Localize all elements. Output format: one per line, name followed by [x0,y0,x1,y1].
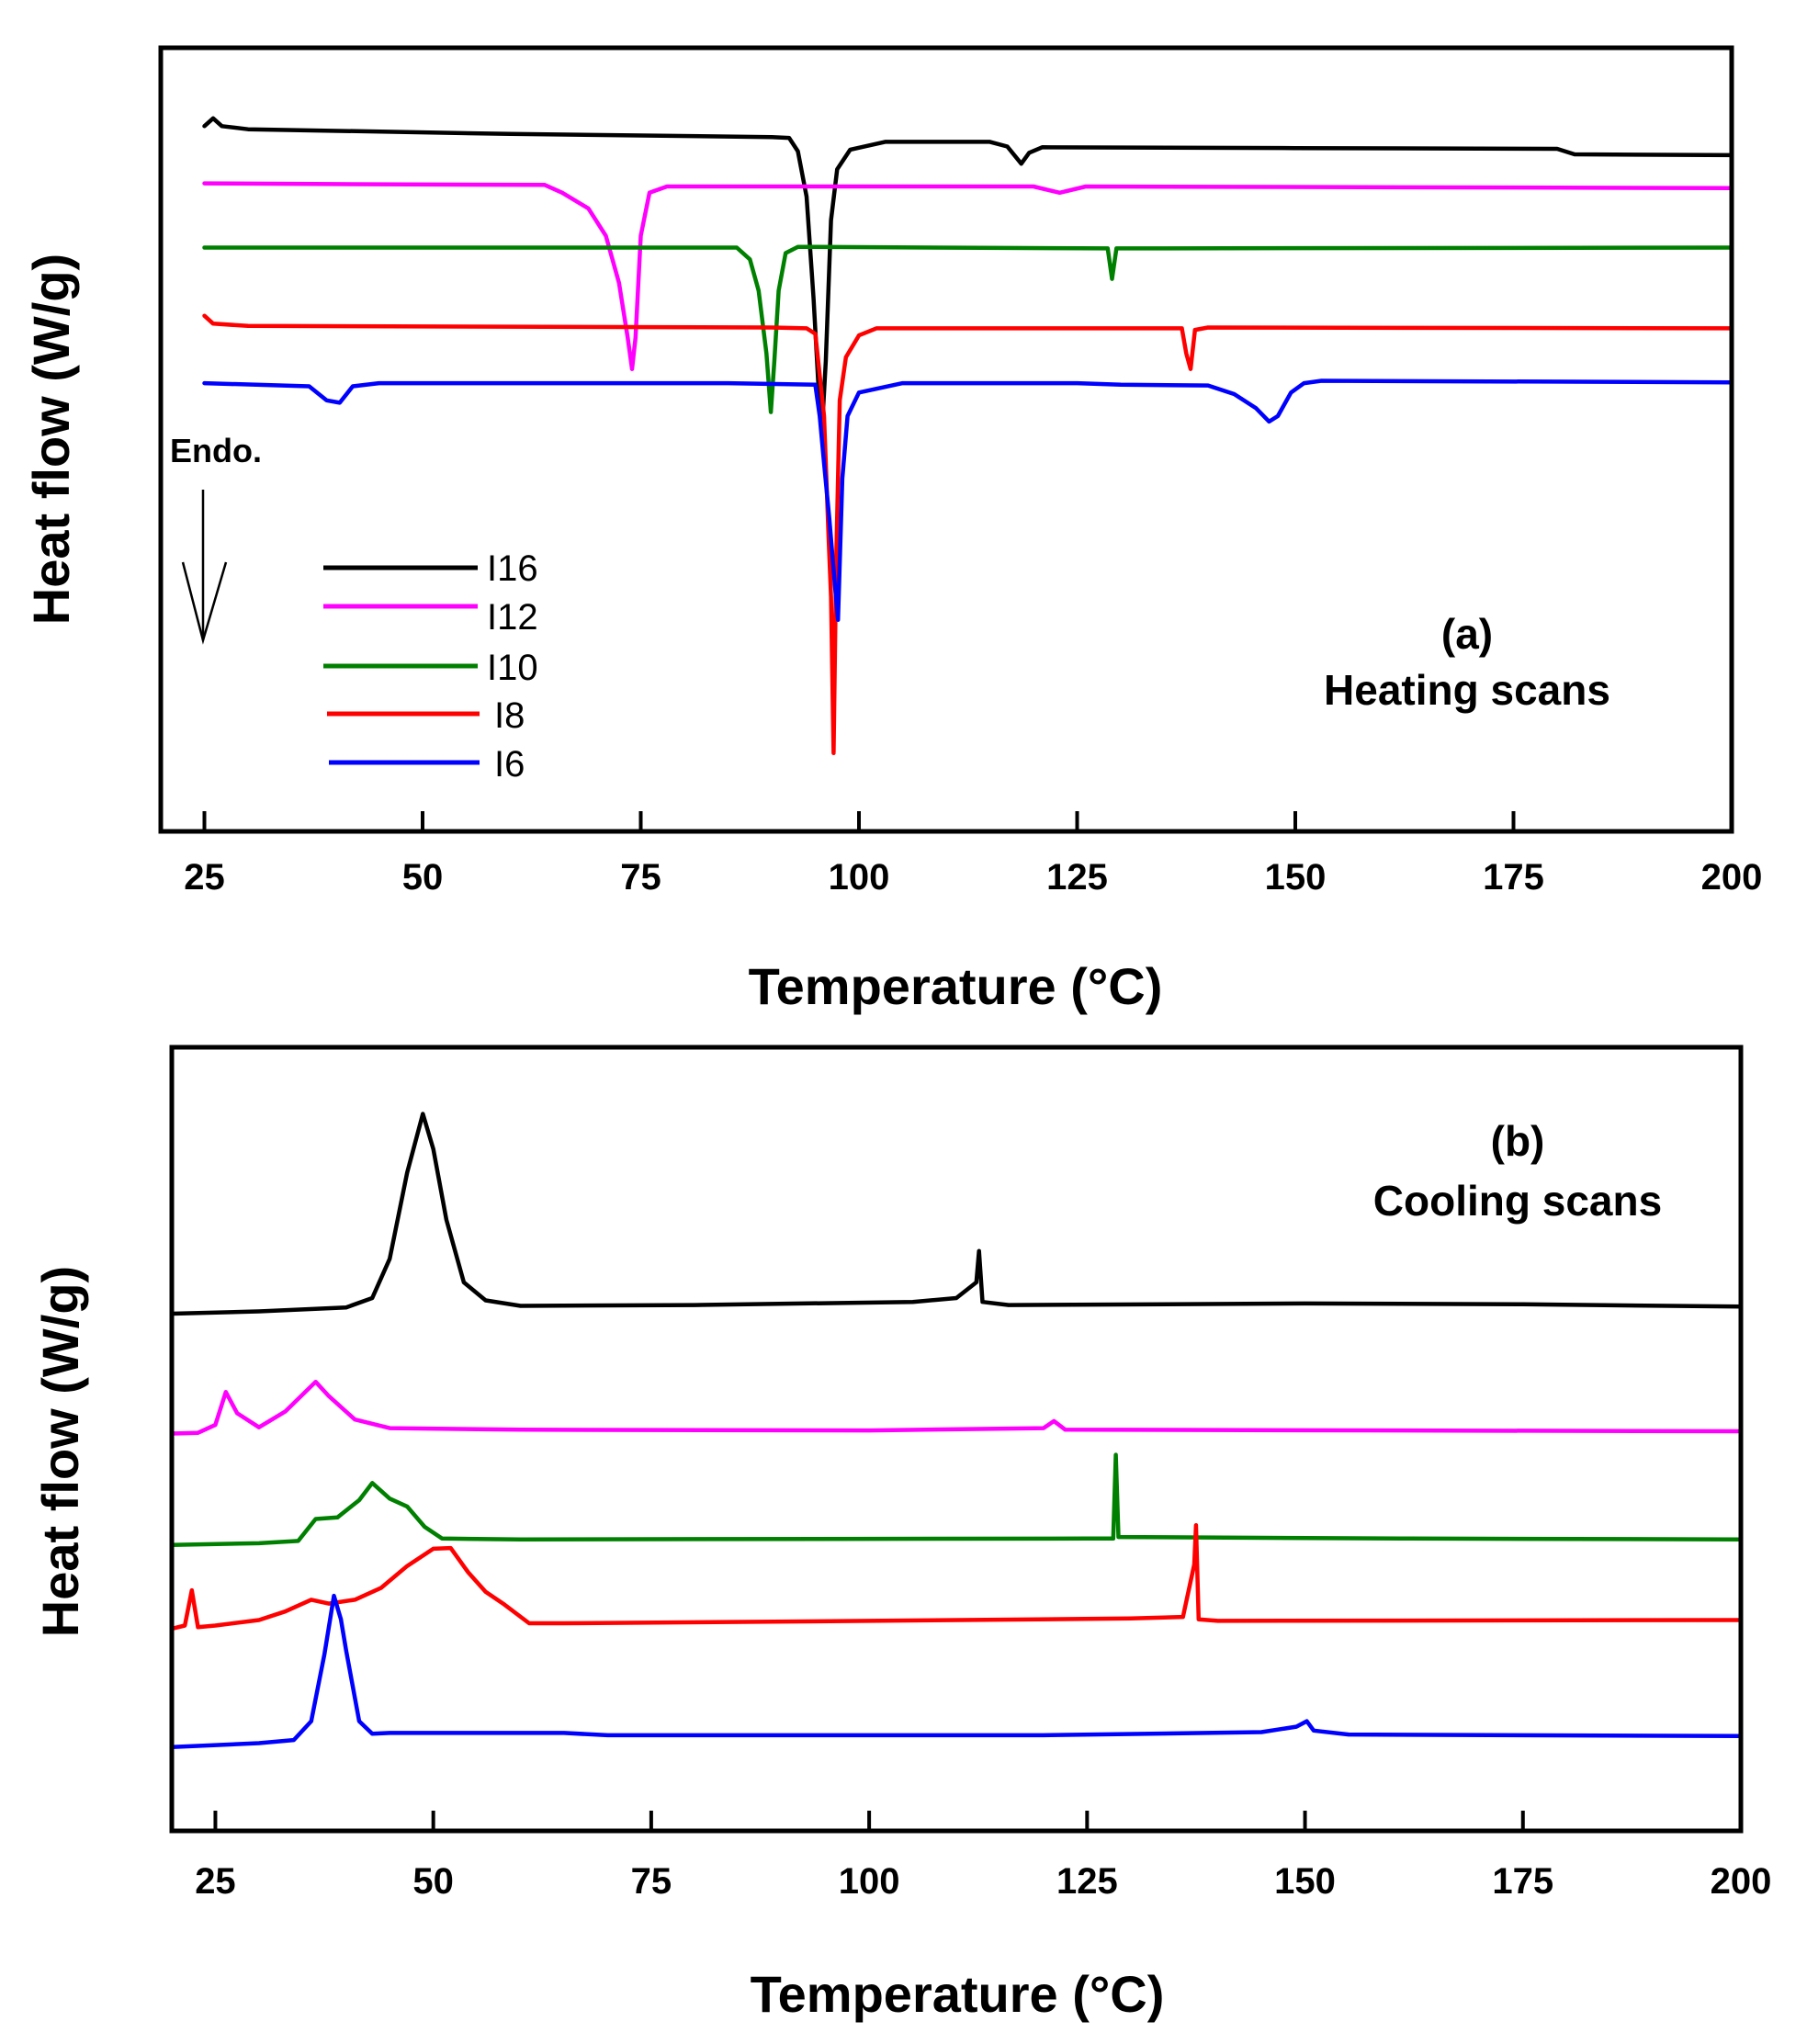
panel-b-x-ticks: 25 50 75 100 125 150 175 200 [195,1811,1771,1902]
panel-a-x-tick-label-50: 50 [402,857,444,898]
panel-a-series-i12 [202,181,1734,371]
panel-b-series-i6 [169,1593,1744,1749]
legend-label-i10: I10 [487,648,538,688]
panel-a-legend: I16 I12 I10 I8 I6 [323,548,538,785]
endo-label: Endo. [170,432,262,469]
panel-a-x-ticks: 25 50 75 100 125 150 175 200 [184,811,1762,898]
legend-entry-i6: I6 [329,744,525,785]
panel-b-x-tick-label-100: 100 [839,1861,900,1902]
endo-arrow-icon [181,490,228,645]
panel-a-x-tick-label-75: 75 [620,857,661,898]
panel-a-x-tick-label-175: 175 [1483,857,1544,898]
panel-b-x-tick-label-150: 150 [1274,1861,1336,1902]
panel-a-series-i8 [202,313,1734,755]
legend-label-i6: I6 [494,744,525,785]
panel-a-y-axis-title: Heat flow (W/g) [22,254,80,625]
panel-a-x-tick-label-125: 125 [1046,857,1108,898]
panel-b-series-i12 [169,1379,1744,1436]
legend-label-i12: I12 [487,597,538,638]
panel-b-series-layer [169,1112,1744,1749]
panel-b-series-i16 [169,1112,1744,1316]
panel-a-x-tick-label-100: 100 [829,857,890,898]
panel-b-cooling: 25 50 75 100 125 150 175 200 (b) Cooling scans … [31,1045,1771,2023]
panel-b-x-tick-label-175: 175 [1492,1861,1553,1902]
panel-a-plot-frame [158,45,1734,834]
panel-a-series-layer [202,116,1734,755]
panel-a-series-i6 [202,378,1734,622]
legend-label-i16: I16 [487,548,538,589]
panel-b-x-tick-label-50: 50 [412,1861,454,1902]
legend-entry-i12: I12 [323,597,538,638]
panel-a-x-tick-label-150: 150 [1265,857,1327,898]
panel-b-series-i10 [169,1452,1744,1547]
panel-b-x-tick-label-125: 125 [1056,1861,1118,1902]
panel-a-label: (a) [1441,610,1493,658]
panel-a-series-i16 [202,116,1734,426]
panel-a-x-tick-label-25: 25 [184,857,225,898]
legend-entry-i16: I16 [323,548,538,589]
panel-b-y-axis-title: Heat flow (W/g) [31,1266,89,1637]
panel-a-x-axis-title: Temperature (°C) [749,957,1163,1015]
panel-b-x-tick-label-25: 25 [195,1861,236,1902]
panel-b-plot-frame [169,1045,1744,1834]
panel-b-x-tick-label-75: 75 [631,1861,672,1902]
legend-entry-i10: I10 [323,648,538,688]
panel-b-x-axis-title: Temperature (°C) [751,1965,1165,2023]
panel-b-annotation: Cooling scans [1373,1177,1662,1225]
legend-label-i8: I8 [494,695,525,736]
panel-a-heating: 25 50 75 100 125 150 175 200 (a) Heating scans … [22,45,1762,1015]
legend-entry-i8: I8 [327,695,525,736]
panel-a-annotation: Heating scans [1324,666,1610,714]
panel-b-series-i8 [169,1523,1744,1632]
panel-b-x-tick-label-200: 200 [1711,1861,1772,1902]
panel-a-x-tick-label-200: 200 [1701,857,1763,898]
panel-b-label: (b) [1491,1117,1545,1165]
